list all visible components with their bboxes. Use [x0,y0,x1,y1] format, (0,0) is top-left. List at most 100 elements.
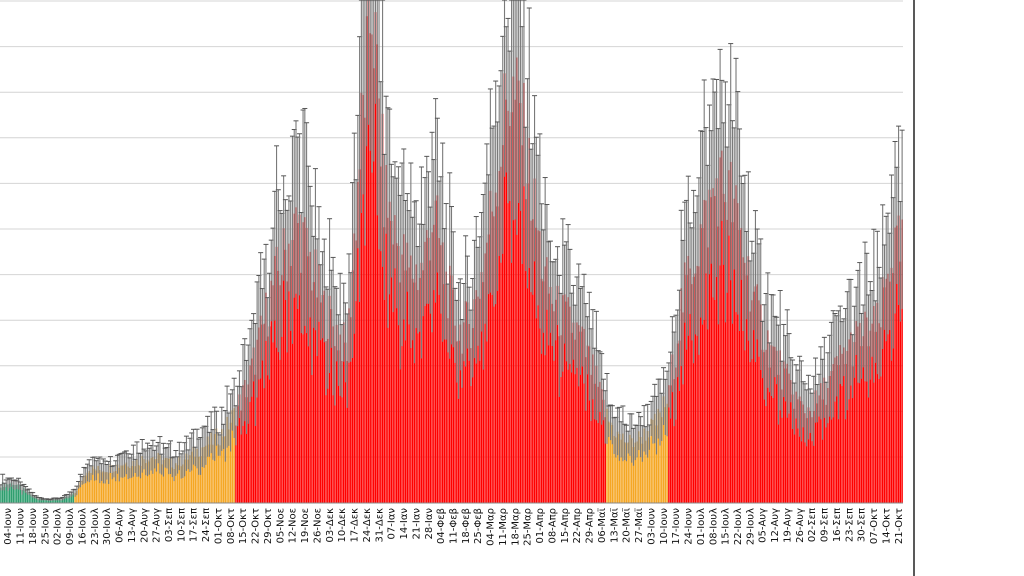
bar [148,461,151,503]
bar [318,264,320,503]
bar [256,339,258,503]
bar [3,486,6,503]
x-tick-label: 11-Μαρ [498,508,509,546]
bar [206,436,209,503]
bar [609,422,612,503]
bar [574,339,576,503]
bar [88,470,90,503]
x-tick-label: 05-Αυγ [758,508,769,543]
bar [350,317,352,503]
bar [422,270,424,503]
bar [765,349,767,503]
bar [459,324,462,503]
bar [631,438,633,503]
bar [201,447,204,503]
bar [436,195,439,504]
bar [496,206,499,503]
bar [844,363,847,503]
bar [31,495,34,503]
bar [164,457,166,503]
bar [873,305,875,503]
bar [874,331,877,503]
bar [104,472,106,503]
bar [440,245,442,503]
bar [417,290,419,503]
bar [380,166,382,503]
bar [93,468,96,503]
bar [834,357,836,503]
bar [86,472,89,503]
bar [215,428,218,503]
x-tick-label: 30-Ιουλ [102,508,113,545]
bar [282,228,285,503]
bar [321,295,324,503]
x-tick-label: 24-Δεκ [362,508,373,543]
bar [125,462,128,503]
bar [608,421,610,503]
bar [719,157,721,503]
bar [754,286,757,503]
bar [168,458,170,503]
bar [729,161,732,504]
bar [562,295,564,503]
bar [274,255,276,503]
bar [392,244,394,503]
bar [604,417,606,503]
bar [132,460,135,503]
bar [772,346,774,503]
bar [737,203,739,504]
bar [373,68,375,504]
bar [671,354,674,503]
bar [106,472,108,503]
bar [332,326,334,503]
bar [376,44,379,503]
bar [35,497,37,503]
x-tick-label: 27-Αυγ [152,508,163,543]
bar [77,485,80,503]
bar [742,257,744,503]
bar [323,290,326,503]
bar [10,482,13,503]
bar [618,434,621,503]
bar [653,413,656,503]
bar [731,222,734,503]
bar [570,332,573,503]
bar [236,406,239,503]
bar [862,336,864,503]
bar [613,435,615,503]
bar [348,308,350,503]
bar [447,318,449,503]
bar [242,385,244,503]
bar [883,287,886,503]
bar [588,346,591,503]
bar [300,272,303,503]
bar [809,410,811,503]
bar [208,444,211,503]
bar [233,408,235,503]
bar [878,323,880,503]
bar [479,298,481,503]
bar [365,16,368,504]
bar [297,223,299,503]
bar [339,334,341,503]
bar [410,255,412,503]
x-tick-label: 10-Σεπ [176,508,187,542]
bar [655,425,658,503]
bar [701,228,704,503]
bar [585,357,587,503]
bar [595,365,598,503]
bar [381,113,384,504]
x-tick-label: 21-Οκτ [894,508,905,544]
bar [319,302,322,503]
bar [484,253,486,503]
bar [752,291,755,503]
bar [159,455,161,503]
bar [828,375,831,503]
bar [364,117,366,503]
bar [466,302,469,503]
bar [325,341,327,503]
x-tick-label: 22-Οκτ [251,508,262,544]
bar [807,407,810,503]
bar [228,429,230,503]
bar [309,251,311,503]
